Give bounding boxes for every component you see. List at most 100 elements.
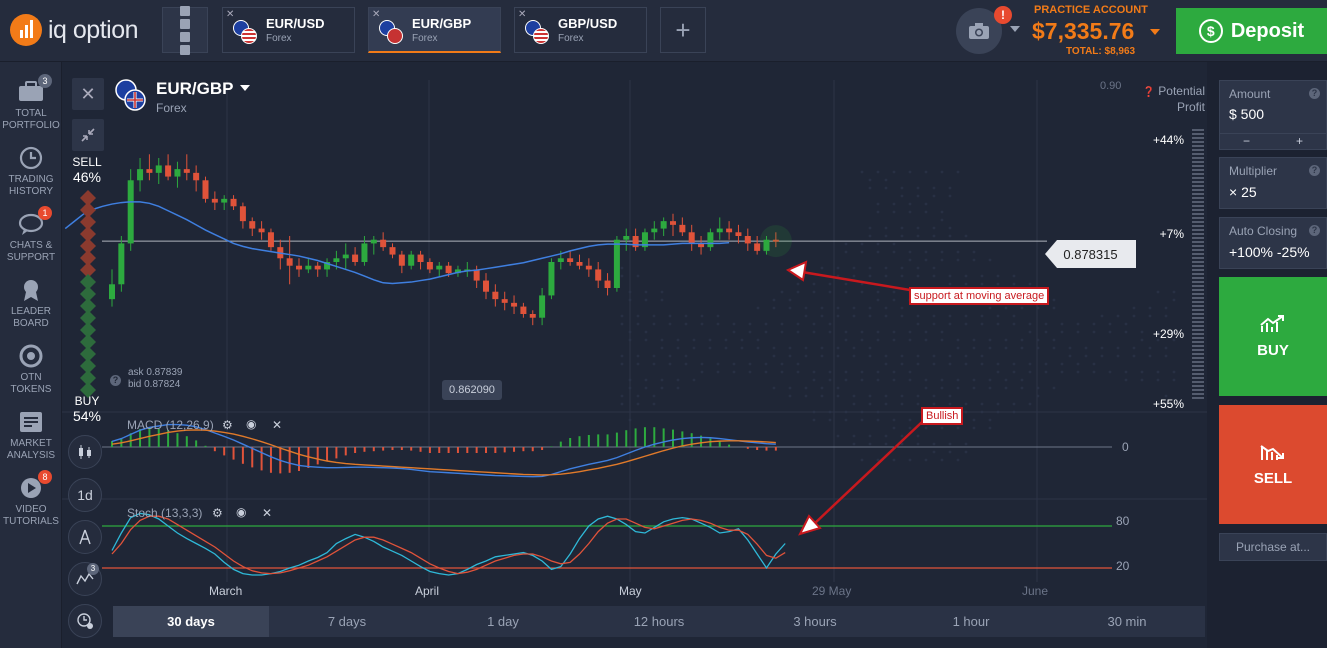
map-dot <box>748 362 752 366</box>
amount-box[interactable]: Amount ? $ 500 − + <box>1219 80 1327 150</box>
map-dot <box>852 434 856 438</box>
help-icon[interactable]: ? <box>110 375 121 386</box>
sell-button[interactable]: SELL <box>1219 405 1327 524</box>
candle-down <box>576 262 583 266</box>
map-dot <box>684 322 688 326</box>
sidebar-item-support[interactable]: 1 CHATS & SUPPORT <box>0 202 62 268</box>
y-axis-top-label: 0.90 <box>1100 80 1122 92</box>
notification-badge: 8 <box>38 470 52 484</box>
map-dot <box>780 330 784 334</box>
map-dot <box>900 394 904 398</box>
map-dot <box>892 298 896 302</box>
map-dot <box>924 170 928 174</box>
sidebar-item-portfolio[interactable]: 3 TOTAL PORTFOLIO <box>0 70 62 136</box>
map-dot <box>876 202 880 206</box>
portfolio-icon: 3 <box>17 74 52 104</box>
annotation-arrow-head <box>785 260 808 282</box>
map-dot <box>660 290 664 294</box>
account-selector[interactable]: PRACTICE ACCOUNT $7,335.76 TOTAL: $8,963 <box>1030 2 1164 60</box>
sidebar-item-history[interactable]: TRADING HISTORY <box>0 136 62 202</box>
map-dot <box>964 322 968 326</box>
sentiment-marker <box>80 382 96 398</box>
chart-type-button[interactable] <box>68 435 102 469</box>
indicators-count-badge: 3 <box>87 563 99 575</box>
settings-button[interactable] <box>68 604 102 638</box>
gear-icon[interactable]: ⚙ <box>222 418 233 432</box>
tab-gbp-usd[interactable]: ✕ GBP/USD Forex <box>514 7 647 53</box>
map-dot <box>700 322 704 326</box>
help-icon[interactable]: ? <box>1309 165 1320 176</box>
map-dot <box>916 194 920 198</box>
chart-area[interactable] <box>62 62 1207 648</box>
close-icon: ✕ <box>80 83 96 104</box>
collapse-button[interactable] <box>72 119 104 151</box>
candle-down <box>258 228 265 233</box>
purchase-at-button[interactable]: Purchase at... <box>1219 533 1327 561</box>
eye-icon[interactable]: ◉ <box>236 505 247 519</box>
map-dot <box>908 258 912 262</box>
close-chart-button[interactable]: ✕ <box>72 78 104 110</box>
help-icon[interactable]: ? <box>1309 88 1320 99</box>
tab-eur-gbp[interactable]: ✕ EUR/GBP Forex <box>368 7 501 53</box>
timeframe-button[interactable]: 1d <box>68 478 102 512</box>
asset-grid-button[interactable] <box>162 5 208 55</box>
sentiment-marker <box>80 262 96 278</box>
help-icon[interactable]: ❓ <box>1142 87 1155 98</box>
map-dot <box>684 362 688 366</box>
logo-text: iq option <box>48 15 139 44</box>
map-dot <box>876 170 880 174</box>
sidebar-item-analysis[interactable]: MARKET ANALYSIS <box>0 400 62 466</box>
map-dot <box>852 394 856 398</box>
timeframe-option[interactable]: 30 days <box>113 606 269 637</box>
drawing-tools-button[interactable] <box>68 520 102 554</box>
close-tab-icon[interactable]: ✕ <box>226 9 235 20</box>
asset-type: Forex <box>156 101 187 115</box>
map-dot <box>884 354 888 358</box>
timeframe-option[interactable]: 30 min <box>1107 614 1147 629</box>
sidebar-item-board[interactable]: LEADER BOARD <box>0 268 62 334</box>
timeframe-option[interactable]: 1 hour <box>952 614 990 629</box>
map-dot <box>916 402 920 406</box>
eye-icon[interactable]: ◉ <box>246 417 257 431</box>
chevron-down-icon[interactable] <box>240 85 250 91</box>
map-dot <box>892 290 896 294</box>
timeframe-option[interactable]: 3 hours <box>793 614 837 629</box>
multiplier-box[interactable]: Multiplier ? × 25 <box>1219 157 1327 209</box>
map-dot <box>1004 386 1008 390</box>
price-chart[interactable] <box>62 62 1207 648</box>
map-dot <box>796 330 800 334</box>
help-icon[interactable]: ? <box>1309 225 1320 236</box>
close-tab-icon[interactable]: ✕ <box>372 9 381 20</box>
map-dot <box>620 354 624 358</box>
increase-amount-button[interactable]: + <box>1295 134 1303 148</box>
decrease-amount-button[interactable]: − <box>1242 134 1250 148</box>
timeframe-option[interactable]: 12 hours <box>633 614 685 629</box>
map-dot <box>924 258 928 262</box>
map-dot <box>828 282 832 286</box>
add-asset-button[interactable]: + <box>660 7 706 53</box>
gear-icon[interactable]: ⚙ <box>212 506 223 520</box>
indicators-button[interactable]: 3 <box>68 562 102 596</box>
close-icon[interactable]: ✕ <box>272 418 283 432</box>
close-icon[interactable]: ✕ <box>262 506 273 520</box>
tab-name: GBP/USD <box>558 16 618 31</box>
deposit-button[interactable]: $ Deposit <box>1176 8 1327 54</box>
close-tab-icon[interactable]: ✕ <box>518 9 527 20</box>
map-dot <box>1028 330 1032 334</box>
logo[interactable]: iq option <box>10 14 139 46</box>
timeframe-option[interactable]: 7 days <box>327 614 367 629</box>
map-dot <box>860 458 864 462</box>
candle-up <box>155 165 162 173</box>
sidebar-item-tokens[interactable]: OTN TOKENS <box>0 334 62 400</box>
map-dot <box>916 394 920 398</box>
timeframe-option[interactable]: 1 day <box>487 614 519 629</box>
chevron-down-icon[interactable] <box>1010 26 1020 32</box>
auto-closing-box[interactable]: Auto Closing ? +100% -25% <box>1219 217 1327 269</box>
amount-input[interactable]: $ 500 <box>1229 106 1265 122</box>
map-dot <box>956 426 960 430</box>
map-dot <box>900 354 904 358</box>
tab-eur-usd[interactable]: ✕ EUR/USD Forex <box>222 7 355 53</box>
sidebar-item-tutorials[interactable]: 8 VIDEO TUTORIALS <box>0 466 62 532</box>
buy-button[interactable]: BUY <box>1219 277 1327 396</box>
map-dot <box>916 354 920 358</box>
